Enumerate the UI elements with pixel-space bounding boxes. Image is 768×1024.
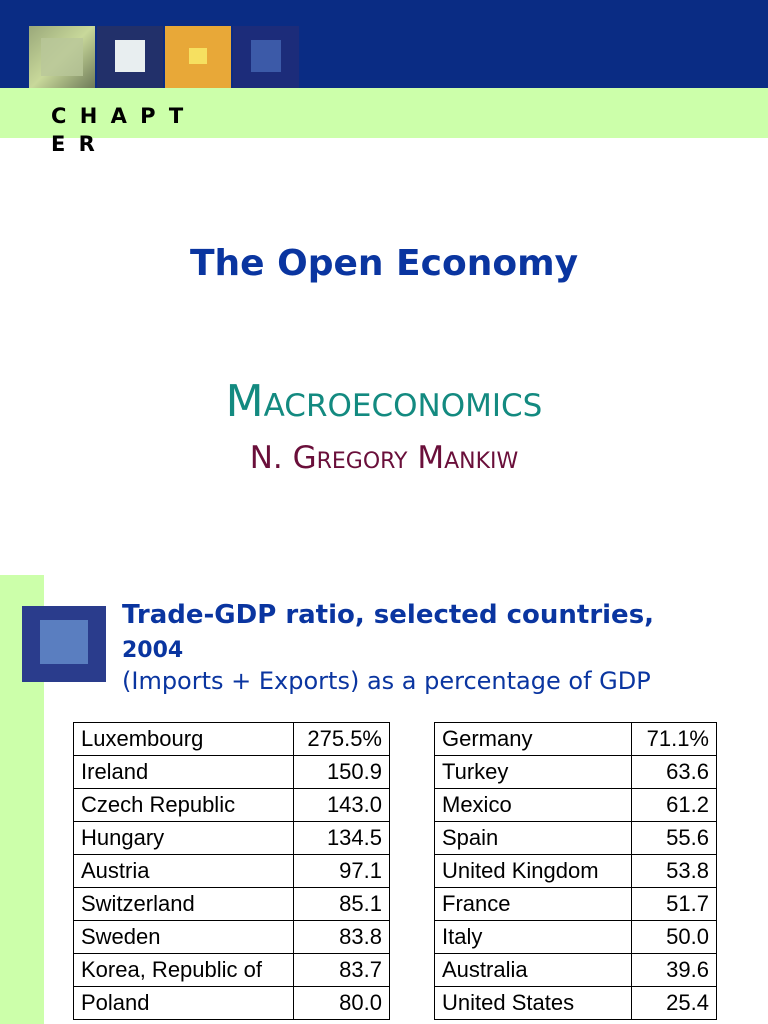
value-cell: 55.6 bbox=[631, 821, 717, 855]
table-row: Poland 80.0 bbox=[73, 986, 390, 1020]
country-cell: Sweden bbox=[73, 920, 294, 954]
table-row: Hungary 134.5 bbox=[73, 821, 390, 855]
value-cell: 39.6 bbox=[631, 953, 717, 987]
green-stripe bbox=[0, 88, 768, 138]
table-row: Spain 55.6 bbox=[434, 821, 717, 855]
value-cell: 83.7 bbox=[293, 953, 390, 987]
value-cell: 71.1% bbox=[631, 722, 717, 756]
country-cell: United States bbox=[434, 986, 632, 1020]
value-cell: 150.9 bbox=[293, 755, 390, 789]
country-cell: Mexico bbox=[434, 788, 632, 822]
chapter-label: C H A P T E R bbox=[51, 104, 187, 156]
data-table: Germany 71.1% Turkey 63.6 Mexico 61.2 Spain 55.… bbox=[434, 722, 717, 1020]
table-row: Austria 97.1 bbox=[73, 854, 390, 888]
country-cell: Ireland bbox=[73, 755, 294, 789]
value-cell: 97.1 bbox=[293, 854, 390, 888]
value-cell: 63.6 bbox=[631, 755, 717, 789]
table-row: United States 25.4 bbox=[434, 986, 717, 1020]
country-cell: Switzerland bbox=[73, 887, 294, 921]
decor-square bbox=[29, 26, 95, 88]
country-cell: Poland bbox=[73, 986, 294, 1020]
value-cell: 61.2 bbox=[631, 788, 717, 822]
country-cell: Austria bbox=[73, 854, 294, 888]
table-row: United Kingdom 53.8 bbox=[434, 854, 717, 888]
decor-square bbox=[97, 26, 163, 88]
table-row: Ireland 150.9 bbox=[73, 755, 390, 789]
data-table: Luxembourg 275.5% Ireland 150.9 Czech Republ… bbox=[73, 722, 390, 1020]
decor-square bbox=[233, 26, 299, 88]
country-cell: Australia bbox=[434, 953, 632, 987]
country-cell: France bbox=[434, 887, 632, 921]
value-cell: 143.0 bbox=[293, 788, 390, 822]
country-cell: Korea, Republic of bbox=[73, 953, 294, 987]
title-year: 2004 bbox=[122, 638, 184, 663]
value-cell: 275.5% bbox=[293, 722, 390, 756]
country-cell: Italy bbox=[434, 920, 632, 954]
value-cell: 25.4 bbox=[631, 986, 717, 1020]
country-cell: Czech Republic bbox=[73, 788, 294, 822]
value-cell: 80.0 bbox=[293, 986, 390, 1020]
author: N. Gregory Mankiw bbox=[249, 440, 519, 476]
table-row: Czech Republic 143.0 bbox=[73, 788, 390, 822]
table-row: Australia 39.6 bbox=[434, 953, 717, 987]
title-text: Trade-GDP ratio, selected countries, bbox=[122, 600, 655, 630]
decor-square bbox=[22, 606, 106, 682]
country-cell: Spain bbox=[434, 821, 632, 855]
country-cell: Luxembourg bbox=[73, 722, 294, 756]
country-cell: Turkey bbox=[434, 755, 632, 789]
value-cell: 83.8 bbox=[293, 920, 390, 954]
table-row: France 51.7 bbox=[434, 887, 717, 921]
table-row: Luxembourg 275.5% bbox=[73, 722, 390, 756]
country-cell: Hungary bbox=[73, 821, 294, 855]
subtitle: (Imports + Exports) as a percentage of G… bbox=[122, 667, 651, 695]
slide-title: Trade-GDP ratio, selected countries, 2004 bbox=[122, 598, 762, 668]
value-cell: 53.8 bbox=[631, 854, 717, 888]
table-row: Switzerland 85.1 bbox=[73, 887, 390, 921]
decor-square bbox=[165, 26, 231, 88]
country-cell: United Kingdom bbox=[434, 854, 632, 888]
book-title: Macroeconomics bbox=[225, 376, 543, 427]
value-cell: 85.1 bbox=[293, 887, 390, 921]
slide-title: The Open Economy bbox=[189, 243, 579, 284]
value-cell: 50.0 bbox=[631, 920, 717, 954]
table-row: Germany 71.1% bbox=[434, 722, 717, 756]
table-row: Turkey 63.6 bbox=[434, 755, 717, 789]
table-row: Korea, Republic of 83.7 bbox=[73, 953, 390, 987]
table-row: Mexico 61.2 bbox=[434, 788, 717, 822]
table-row: Sweden 83.8 bbox=[73, 920, 390, 954]
table-row: Italy 50.0 bbox=[434, 920, 717, 954]
value-cell: 51.7 bbox=[631, 887, 717, 921]
country-cell: Germany bbox=[434, 722, 632, 756]
value-cell: 134.5 bbox=[293, 821, 390, 855]
